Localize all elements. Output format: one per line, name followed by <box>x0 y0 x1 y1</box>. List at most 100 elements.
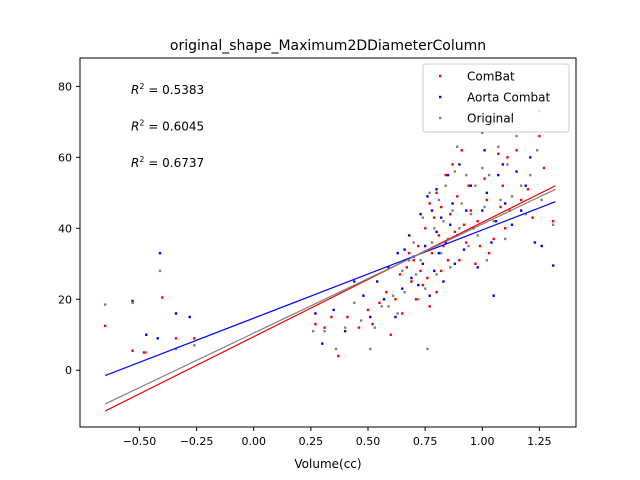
data-point-series-0 <box>501 184 505 187</box>
data-point-series-2 <box>497 145 500 148</box>
data-point-series-2 <box>334 347 338 351</box>
data-point-series-2 <box>510 195 514 198</box>
data-point-series-1 <box>407 234 411 237</box>
r-squared-annotation: R2 = 0.5383 <box>131 82 204 97</box>
data-point-series-2 <box>540 198 543 202</box>
data-point-series-0 <box>103 324 107 328</box>
data-point-series-1 <box>433 269 436 273</box>
data-point-series-2 <box>428 191 431 195</box>
data-point-series-1 <box>524 184 527 187</box>
x-tick-label: 1.25 <box>527 435 552 448</box>
data-point-series-1 <box>510 223 514 226</box>
data-point-series-1 <box>481 209 484 212</box>
data-point-series-0 <box>458 259 461 262</box>
x-axis: −0.50 −0.25 0.00 0.25 0.50 0.75 1.00 1.25 <box>123 427 552 448</box>
data-point-series-2 <box>483 205 486 209</box>
data-point-series-1 <box>362 294 365 297</box>
data-point-series-2 <box>401 269 404 273</box>
data-point-series-1 <box>462 248 466 251</box>
data-point-series-0 <box>435 191 438 195</box>
data-point-series-0 <box>446 259 450 262</box>
data-point-series-1 <box>540 244 543 248</box>
data-point-series-1 <box>382 298 386 301</box>
data-point-series-1 <box>188 315 191 319</box>
data-point-series-2 <box>492 220 495 223</box>
data-point-series-0 <box>515 149 518 152</box>
data-point-series-0 <box>433 216 436 219</box>
data-point-series-0 <box>417 244 420 248</box>
data-point-series-1 <box>369 315 372 319</box>
data-point-series-0 <box>483 177 486 180</box>
data-point-series-0 <box>398 273 402 276</box>
fit-lines <box>104 185 556 412</box>
data-point-series-1 <box>343 330 347 333</box>
r-squared-annotation: R2 = 0.6737 <box>131 155 204 170</box>
x-tick-label: 1.00 <box>470 435 495 448</box>
data-point-series-0 <box>323 326 326 329</box>
data-point-series-2 <box>437 198 441 202</box>
data-point-series-2 <box>373 326 377 329</box>
data-point-series-1 <box>551 264 555 267</box>
legend: ComBat Aorta Combat Original <box>422 63 570 133</box>
data-point-series-0 <box>426 276 429 280</box>
data-point-series-1 <box>174 312 178 315</box>
data-point-series-1 <box>426 195 429 198</box>
data-point-series-2 <box>519 184 523 187</box>
data-point-series-1 <box>131 299 134 303</box>
data-point-series-2 <box>485 259 489 262</box>
data-point-series-2 <box>419 259 422 262</box>
legend-label: ComBat <box>467 70 515 84</box>
data-point-series-2 <box>467 244 470 248</box>
data-point-series-1 <box>396 251 399 255</box>
data-point-series-0 <box>487 251 491 255</box>
x-tick-label: 0.25 <box>299 435 324 448</box>
data-point-series-2 <box>174 347 178 351</box>
data-point-series-1 <box>449 223 452 226</box>
data-point-series-2 <box>453 170 457 173</box>
data-point-series-2 <box>529 173 532 177</box>
data-point-series-0 <box>439 269 443 273</box>
legend-label: Original <box>467 112 514 126</box>
data-point-series-1 <box>446 173 450 177</box>
data-point-series-0 <box>410 280 413 283</box>
data-point-series-0 <box>131 349 134 352</box>
data-point-series-0 <box>142 351 146 354</box>
x-axis-label: Volume(cc) <box>294 457 361 471</box>
chart-title: original_shape_Maximum2DDiameterColumn <box>170 38 486 54</box>
data-point-series-2 <box>476 234 479 237</box>
data-point-series-0 <box>492 237 495 241</box>
data-point-series-1 <box>533 241 537 244</box>
data-point-series-2 <box>391 294 395 297</box>
data-point-series-0 <box>519 198 523 202</box>
legend-marker <box>439 74 442 78</box>
data-point-series-1 <box>529 156 532 159</box>
data-point-series-2 <box>455 145 459 148</box>
data-point-series-2 <box>353 301 356 305</box>
data-point-series-2 <box>442 220 445 223</box>
x-tick-label: 0.50 <box>356 435 381 448</box>
data-point-series-0 <box>401 312 404 315</box>
data-point-series-0 <box>193 337 196 340</box>
data-point-series-2 <box>131 301 134 305</box>
data-point-series-2 <box>311 330 315 333</box>
data-point-series-0 <box>439 205 443 209</box>
r-squared-annotations: R2 = 0.5383 R2 = 0.6045 R2 = 0.6737 <box>131 82 204 170</box>
data-point-series-1 <box>428 294 431 297</box>
data-point-series-0 <box>485 198 489 202</box>
data-point-series-2 <box>145 351 148 354</box>
data-point-series-2 <box>458 227 461 230</box>
data-point-series-1 <box>353 280 356 283</box>
data-point-series-1 <box>435 188 438 191</box>
data-point-series-2 <box>465 173 468 177</box>
y-tick-label: 80 <box>58 80 72 93</box>
x-tick-label: −0.50 <box>123 435 157 448</box>
data-point-series-0 <box>337 354 340 358</box>
data-point-series-0 <box>451 163 454 166</box>
data-point-series-2 <box>343 326 347 329</box>
data-point-series-0 <box>430 251 434 255</box>
data-point-series-2 <box>414 273 418 276</box>
data-point-series-2 <box>323 330 326 333</box>
data-point-series-0 <box>423 227 427 230</box>
data-point-series-2 <box>499 198 502 202</box>
